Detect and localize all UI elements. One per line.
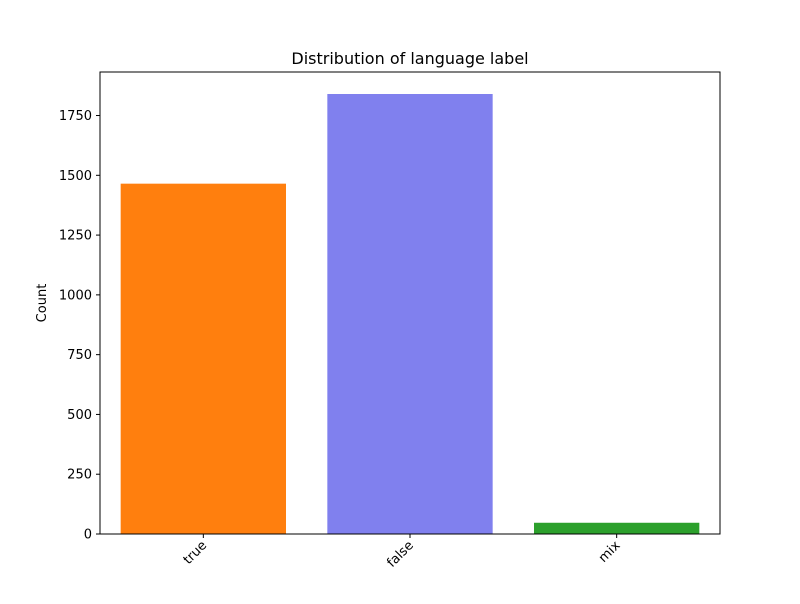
y-axis: 0 250 500 750 1000 1250 1500 1750: [59, 109, 100, 543]
plot-frame: [99, 71, 721, 535]
y-tick-label: 1250: [59, 229, 92, 244]
bar-false: [327, 94, 493, 534]
y-tick-label: 1000: [59, 288, 92, 303]
y-tick-label: 500: [67, 408, 92, 423]
y-tick-label: 250: [67, 468, 92, 483]
y-tick-label: 750: [67, 348, 92, 363]
y-tick-label: 0: [84, 528, 92, 543]
bar-mix: [534, 522, 700, 534]
bar-true: [120, 183, 286, 535]
bars-group: [120, 94, 700, 535]
y-axis-label: Count: [35, 284, 50, 323]
y-tick-label: 1750: [59, 109, 92, 124]
chart-title: Distribution of language label: [291, 49, 528, 68]
y-tick-label: 1500: [59, 169, 92, 184]
